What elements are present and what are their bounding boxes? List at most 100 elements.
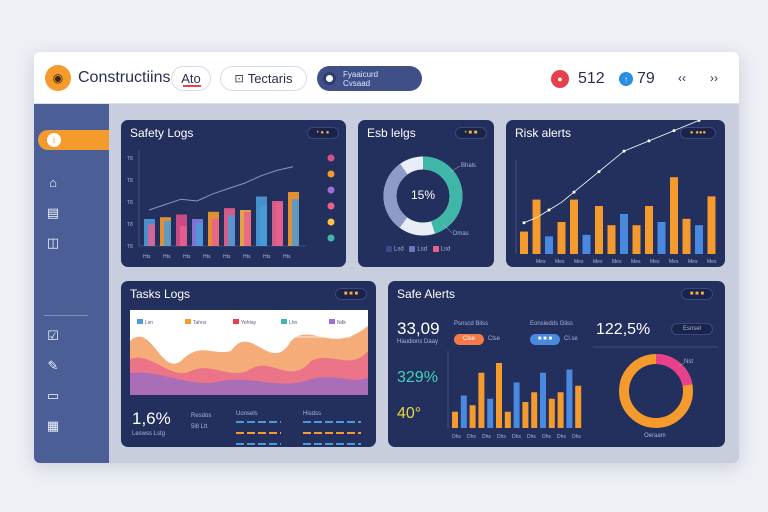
tasks-col2-title: Hisdss: [303, 411, 322, 417]
safety-bar-b: [148, 224, 155, 246]
clipboard-icon[interactable]: ▤: [46, 205, 60, 220]
safety-trend-line: [148, 166, 294, 211]
tasks-legend-swatch: [185, 319, 191, 324]
safety-bar-b: [260, 206, 267, 246]
x-tick-label: Dhs: [527, 434, 536, 440]
safe-blue-button[interactable]: ■ ■ ■: [530, 334, 560, 345]
risk-alerts-chart: Mes Mes Mes Mes Mes Mes Mes Mes Mes Mes: [515, 120, 717, 265]
sidebar: i ⌂ ▤ ◫ ☑ ✎ ▭ ▦: [34, 104, 109, 463]
risk-trend-point: [697, 120, 701, 122]
x-tick-label: Hts: [183, 254, 191, 260]
esb-donut-value: 15%: [410, 188, 436, 202]
risk-bar: [545, 236, 553, 254]
x-tick-label: Dhs: [497, 434, 506, 440]
safe-donut-caption: Oeraam: [644, 433, 666, 439]
x-tick-label: Hts: [203, 254, 211, 260]
safe-donut-badge[interactable]: Esnsel: [671, 323, 713, 335]
safety-bar-b: [292, 199, 299, 246]
esb-callout-line-top: [449, 165, 461, 173]
tasks-logs-area-chart: Lsn Tahns Yehtay Lhn Ndk: [130, 310, 368, 445]
risk-trend-point: [572, 190, 576, 194]
safe-donut-callout: Nst: [684, 359, 693, 365]
risk-trend-point: [547, 208, 551, 212]
tasks-col1-title: Uonsels: [236, 411, 258, 417]
risk-trend-point: [622, 149, 626, 153]
home-icon[interactable]: ⌂: [49, 175, 57, 190]
x-tick-label: Mes: [707, 259, 717, 265]
y-tick-label: T8: [127, 178, 133, 184]
tab-tectaris[interactable]: ⊡ Tectaris: [220, 66, 307, 91]
safe-label-col2: Eonsiedds Gliss: [530, 321, 574, 327]
risk-bar: [570, 199, 578, 254]
x-tick-label: Mes: [650, 259, 660, 265]
app-window: ◉ Constructiins Ato ⊡ Tectaris Fyaaicurd…: [34, 52, 739, 463]
safety-logs-badge[interactable]: • ● ●: [307, 127, 339, 139]
safety-legend-dot: [327, 186, 335, 194]
safe-alerts-badge[interactable]: ■ ■ ■: [681, 288, 713, 300]
safe-bar: [496, 363, 502, 428]
risk-bar: [595, 206, 603, 254]
safety-bar-b: [164, 220, 171, 246]
risk-bar: [632, 225, 641, 254]
y-tick-label: T8: [127, 156, 133, 162]
nav-next-button[interactable]: ››: [710, 71, 718, 85]
safety-logs-chart: T8 T8 T8 T8 T8 Hts Hts Hts Hts Hts Hts Hts Hts: [127, 150, 335, 260]
esb-legend-swatch-1: [386, 246, 392, 252]
risk-bar: [520, 231, 528, 254]
worker-avatar-icon: ◉: [45, 65, 71, 91]
monitor-icon[interactable]: ▭: [46, 388, 60, 403]
x-tick-label: Dhs: [542, 434, 551, 440]
tasks-legend-label: Lhn: [289, 320, 298, 326]
report-icon[interactable]: ▦: [46, 418, 60, 433]
status-pill[interactable]: Fyaaicurd Cvsaad: [317, 66, 422, 91]
esb-legend-swatch-3: [432, 246, 439, 252]
checklist-icon[interactable]: ☑: [47, 328, 59, 343]
safe-orange-button[interactable]: Clse: [454, 334, 484, 345]
esb-logs-card: Esb lelgs • ■ ■ 15% Bhals Dmas Lsd Lsd L…: [358, 120, 494, 267]
alert-bell-icon[interactable]: ●: [551, 70, 569, 88]
x-tick-label: Dhs: [572, 434, 581, 440]
status-pill-line1: Fyaaicurd: [343, 69, 379, 79]
brand-title: Constructiins: [78, 69, 171, 86]
y-tick-label: T8: [127, 200, 133, 206]
safe-donut-pink: [619, 354, 693, 428]
tasks-legend-swatch: [329, 319, 335, 324]
risk-bar: [695, 225, 703, 254]
x-tick-label: Mes: [669, 259, 679, 265]
wrench-icon[interactable]: ✎: [47, 358, 59, 373]
safe-alerts-chart: Dhs Dhs Dhs Dhs Dhs Dhs Dhs Dhs Dhs: [447, 346, 718, 440]
x-tick-label: Hts: [163, 254, 171, 260]
safe-bar: [540, 372, 546, 428]
safety-legend-dot: [327, 154, 335, 162]
x-tick-label: Mes: [555, 259, 565, 265]
sidebar-item-active[interactable]: i: [38, 130, 109, 150]
tasks-logs-card: Tasks Logs ■ ■ ■ Lsn Tahns Yehtay Lhn Ndk 1,…: [121, 281, 376, 447]
tasks-legend-swatch: [137, 319, 143, 324]
tab-ato[interactable]: Ato: [171, 66, 211, 91]
safe-alerts-card: Safe Alerts ■ ■ ■ Dhs Dhs Dhs Dhs Dhs Dhs Dhs D…: [388, 281, 725, 447]
nav-prev-button[interactable]: ‹‹: [678, 71, 686, 85]
safe-bar: [575, 385, 582, 428]
safety-legend-dot: [327, 202, 335, 210]
safe-yellow-value: 40°: [397, 405, 422, 422]
camera-icon[interactable]: ◫: [46, 235, 60, 250]
safe-bar: [566, 369, 573, 428]
safe-bar: [478, 372, 485, 428]
esb-logs-badge[interactable]: • ■ ■: [455, 127, 487, 139]
x-tick-label: Mes: [536, 259, 546, 265]
tasks-logs-badge[interactable]: ■ ■ ■: [335, 288, 367, 300]
safe-main-caption: Haudions Daay: [397, 339, 439, 345]
risk-bar: [582, 234, 591, 254]
risk-alerts-badge[interactable]: ● ●●●: [680, 127, 716, 139]
esb-donut-grey: [383, 156, 463, 236]
safe-bar: [531, 392, 538, 428]
x-tick-label: Hts: [263, 254, 271, 260]
risk-bar: [682, 218, 691, 254]
safety-legend-dot: [327, 234, 335, 242]
safe-bar: [504, 411, 511, 428]
x-tick-label: Mes: [631, 259, 641, 265]
safety-bar-b: [228, 215, 235, 246]
risk-bar: [532, 199, 541, 254]
tasks-icon[interactable]: ↑: [619, 72, 633, 86]
alerts-count: 512: [578, 70, 605, 87]
